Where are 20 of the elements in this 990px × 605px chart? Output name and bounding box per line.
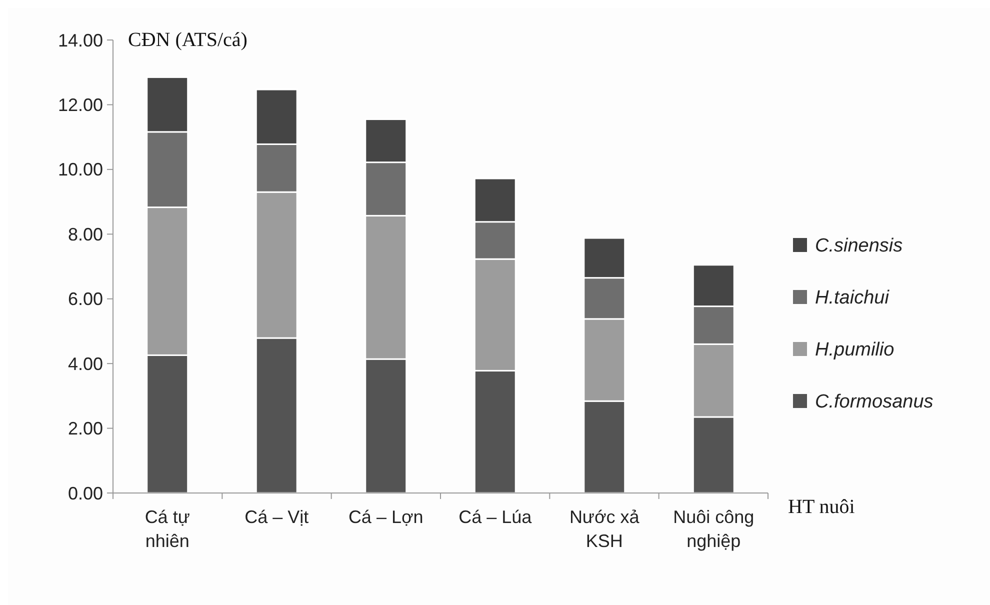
y-tick-label: 4.00 <box>68 354 103 374</box>
x-tick-label: Cá – Vịt <box>244 507 309 527</box>
x-tick-label: Cá – Lúa <box>458 507 533 527</box>
x-tick-label: Nước xả KSH <box>569 507 640 551</box>
y-tick-label: 2.00 <box>68 418 103 439</box>
legend-label: H.pumilio <box>815 340 894 361</box>
y-tick-label: 10.00 <box>58 160 103 180</box>
y-tick-label: 12.00 <box>58 95 103 116</box>
y-tick-label: 8.00 <box>68 224 103 244</box>
y-axis-title: CĐN (ATS/cá) <box>128 29 248 51</box>
x-tick-label: Cá tự nhiên <box>144 507 190 551</box>
y-tick-label: 6.00 <box>68 289 103 310</box>
x-tick-label: Cá – Lợn <box>348 507 424 527</box>
legend-label: H.taichui <box>815 288 890 309</box>
legend-label: C.sinensis <box>815 236 904 257</box>
x-tick-label: Nuôi công nghiệp <box>673 507 754 551</box>
y-tick-label: 14.00 <box>58 30 103 50</box>
x-axis-title: HT nuôi <box>788 496 856 518</box>
legend-label: C.formosanus <box>815 392 934 413</box>
y-tick-label: 0.00 <box>68 483 103 504</box>
